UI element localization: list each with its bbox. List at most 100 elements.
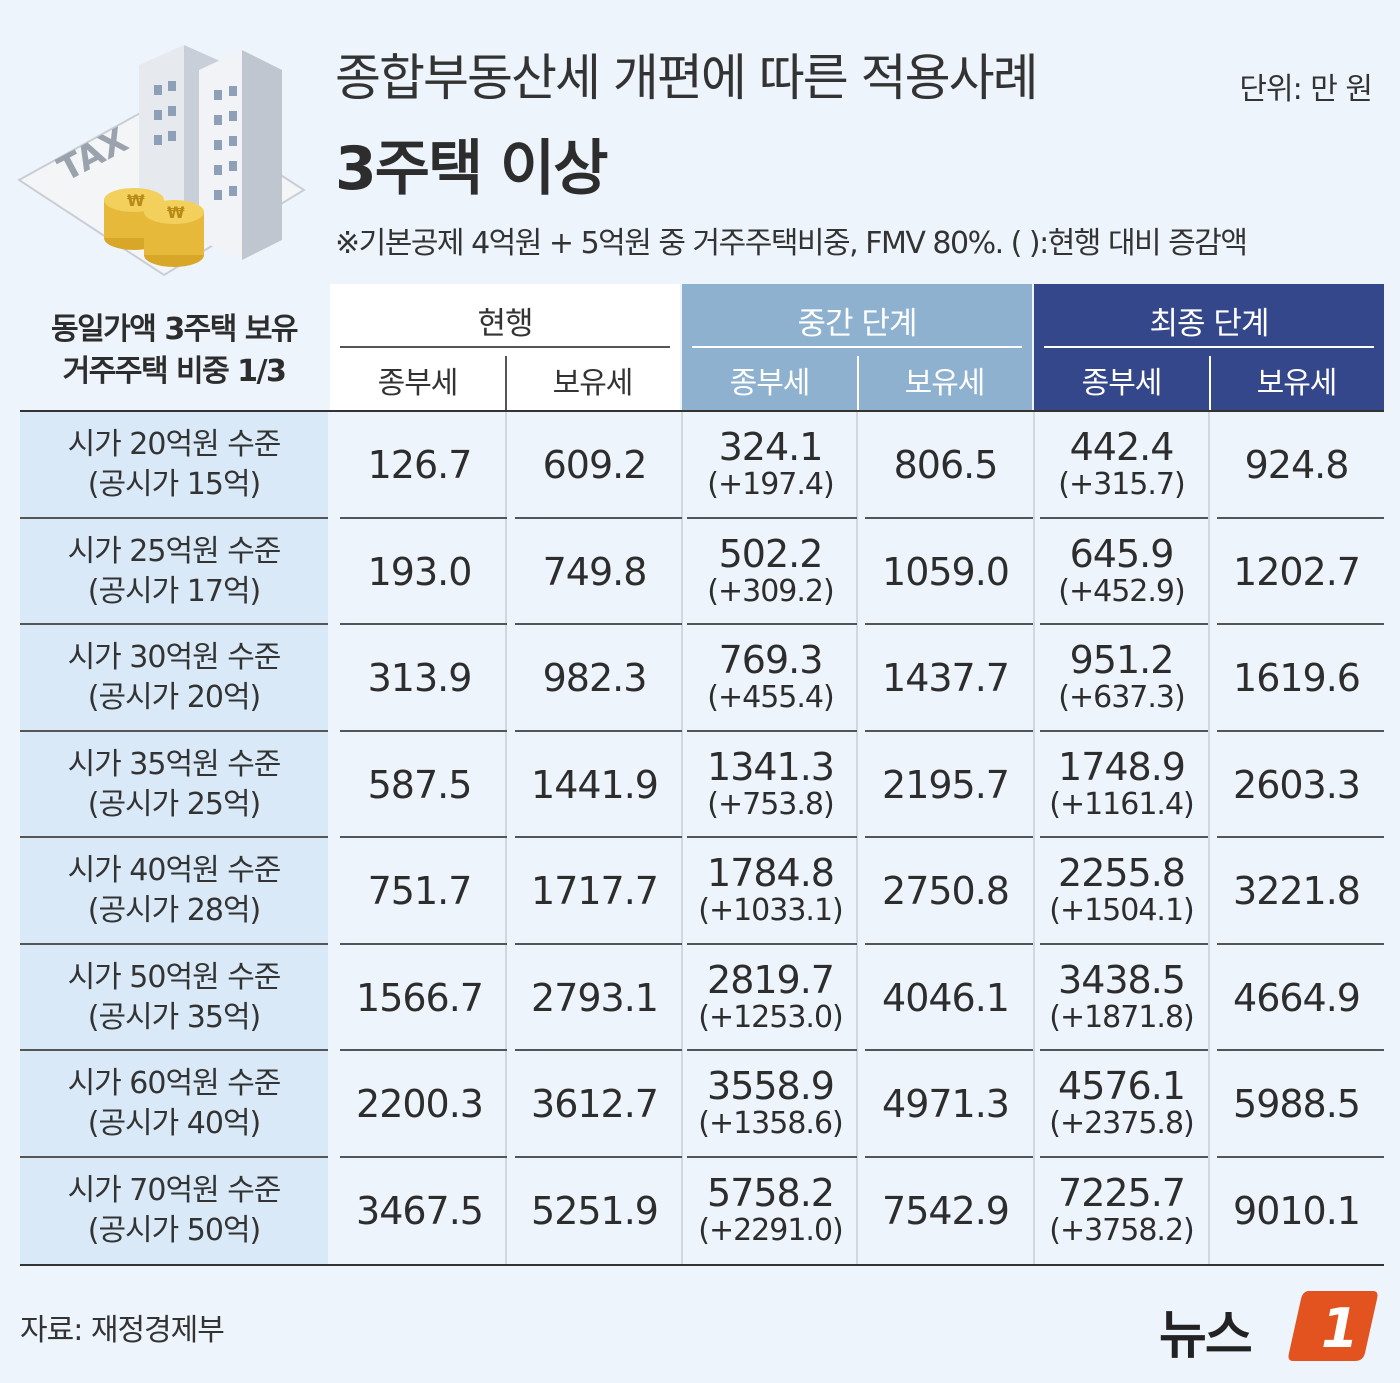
cell-value: 1437.7 bbox=[882, 656, 1010, 701]
cell-value: 2750.8 bbox=[882, 869, 1010, 914]
column-divider bbox=[681, 412, 683, 1264]
row-divider bbox=[687, 623, 857, 625]
row-label-official-price: (공시가 20억) bbox=[87, 680, 262, 716]
row-divider bbox=[1217, 836, 1384, 838]
cell-delta: (+1504.1) bbox=[1049, 893, 1195, 929]
row-divider bbox=[1217, 1155, 1384, 1158]
cell-value: 3612.7 bbox=[531, 1082, 659, 1127]
cell-value: 1202.7 bbox=[1233, 549, 1361, 594]
table-row: 시가 25억원 수준 (공시가 17억) 193.0 749.8 502.2 (+309.… bbox=[20, 518, 1384, 626]
row-divider bbox=[687, 729, 857, 732]
cell-final-boyu: 4664.9 bbox=[1209, 945, 1384, 1052]
page-title: 종합부동산세 개편에 따른 적용사례 bbox=[335, 49, 1039, 107]
cell-final-boyu: 5988.5 bbox=[1209, 1051, 1384, 1158]
row-divider bbox=[20, 1155, 328, 1158]
cell-value: 502.2 bbox=[718, 531, 824, 576]
cell-delta: (+1161.4) bbox=[1049, 786, 1195, 822]
cell-value: 5251.9 bbox=[531, 1188, 659, 1233]
cell-delta: (+1033.1) bbox=[698, 893, 844, 929]
group-divider bbox=[692, 346, 1022, 348]
page-subtitle: 3주택 이상 bbox=[335, 134, 608, 204]
cell-value: 2195.7 bbox=[882, 762, 1010, 807]
row-divider bbox=[865, 729, 1033, 732]
cell-final-jongbu: 645.9 (+452.9) bbox=[1034, 519, 1209, 626]
note-text: ※기본공제 4억원 + 5억원 중 거주주택비중, FMV 80%. ( ):현… bbox=[335, 226, 1248, 261]
row-divider bbox=[1040, 1049, 1208, 1051]
row-divider bbox=[20, 942, 328, 945]
table-top-rule bbox=[20, 410, 1384, 412]
cell-current-jongbu: 313.9 bbox=[332, 625, 507, 732]
cell-value: 3221.8 bbox=[1233, 869, 1361, 914]
cell-value: 1784.8 bbox=[707, 851, 835, 896]
row-divider bbox=[20, 1049, 328, 1051]
row-divider bbox=[865, 1049, 1033, 1051]
corner-header: 동일가액 3주택 보유 거주주택 비중 1/3 bbox=[20, 292, 328, 410]
row-label-price: 시가 40억원 수준 bbox=[67, 853, 282, 889]
table-row: 시가 30억원 수준 (공시가 20억) 313.9 982.3 769.3 (+455.… bbox=[20, 625, 1384, 732]
row-divider bbox=[20, 729, 328, 732]
cell-current-boyu: 5251.9 bbox=[507, 1158, 682, 1265]
coin-stack-icon: ₩ ₩ bbox=[104, 188, 204, 267]
cell-current-jongbu: 2200.3 bbox=[332, 1051, 507, 1158]
row-divider bbox=[20, 623, 328, 625]
row-divider bbox=[865, 836, 1033, 838]
row-divider bbox=[865, 516, 1033, 519]
cell-mid-jongbu: 3558.9 (+1358.6) bbox=[683, 1051, 858, 1158]
row-divider bbox=[1217, 942, 1384, 945]
table-row: 시가 70억원 수준 (공시가 50억) 3467.5 5251.9 5758.2 (+2… bbox=[20, 1157, 1384, 1265]
row-divider bbox=[687, 942, 857, 945]
cell-value: 951.2 bbox=[1069, 638, 1175, 683]
cell-final-boyu: 924.8 bbox=[1209, 412, 1384, 519]
cell-value: 609.2 bbox=[542, 443, 648, 488]
news1-logo: 뉴스 1 bbox=[1159, 1285, 1384, 1366]
cell-final-jongbu: 442.4 (+315.7) bbox=[1034, 412, 1209, 519]
cell-mid-jongbu: 1341.3 (+753.8) bbox=[683, 732, 858, 839]
col-header-boyu-current: 보유세 bbox=[552, 366, 634, 401]
row-label: 시가 30억원 수준 (공시가 20억) bbox=[20, 625, 328, 732]
cell-delta: (+2375.8) bbox=[1049, 1106, 1195, 1142]
cell-value: 1717.7 bbox=[531, 869, 659, 914]
cell-final-jongbu: 4576.1 (+2375.8) bbox=[1034, 1051, 1209, 1158]
row-label: 시가 40억원 수준 (공시가 28억) bbox=[20, 838, 328, 945]
column-divider bbox=[856, 412, 858, 1264]
column-divider bbox=[1208, 412, 1210, 1264]
row-divider bbox=[515, 1155, 682, 1158]
cell-value: 982.3 bbox=[542, 656, 648, 701]
cell-mid-jongbu: 502.2 (+309.2) bbox=[683, 519, 858, 626]
cell-mid-boyu: 4971.3 bbox=[858, 1051, 1033, 1158]
cell-delta: (+2291.0) bbox=[698, 1212, 844, 1248]
cell-value: 749.8 bbox=[542, 549, 648, 594]
cell-mid-jongbu: 1784.8 (+1033.1) bbox=[683, 838, 858, 945]
cell-value: 324.1 bbox=[718, 425, 824, 470]
cell-delta: (+315.7) bbox=[1058, 467, 1185, 503]
cell-final-jongbu: 951.2 (+637.3) bbox=[1034, 625, 1209, 732]
row-label: 시가 60억원 수준 (공시가 40억) bbox=[20, 1051, 328, 1158]
row-label-price: 시가 60억원 수준 bbox=[67, 1066, 282, 1102]
row-divider bbox=[1040, 836, 1208, 838]
row-divider bbox=[340, 942, 507, 945]
cell-value: 2200.3 bbox=[356, 1082, 484, 1127]
row-divider bbox=[1217, 516, 1384, 519]
col-separator bbox=[505, 356, 507, 412]
row-label-price: 시가 25억원 수준 bbox=[67, 533, 282, 569]
unit-label: 단위: 만 원 bbox=[1239, 72, 1373, 107]
row-label-price: 시가 30억원 수준 bbox=[67, 640, 282, 676]
row-divider bbox=[1217, 623, 1384, 625]
cell-value: 1566.7 bbox=[356, 975, 484, 1020]
col-separator bbox=[1209, 356, 1211, 412]
cell-value: 4576.1 bbox=[1058, 1064, 1186, 1109]
corner-line-2: 거주주택 비중 1/3 bbox=[62, 354, 287, 389]
row-label-official-price: (공시가 35억) bbox=[87, 999, 262, 1035]
row-divider bbox=[687, 516, 857, 519]
cell-delta: (+637.3) bbox=[1058, 680, 1185, 716]
column-divider bbox=[1033, 412, 1035, 1264]
row-label: 시가 25억원 수준 (공시가 17억) bbox=[20, 518, 328, 625]
row-divider bbox=[1040, 623, 1208, 625]
cell-current-boyu: 1441.9 bbox=[507, 732, 682, 839]
row-label-official-price: (공시가 40억) bbox=[87, 1106, 262, 1142]
row-label: 시가 35억원 수준 (공시가 25억) bbox=[20, 731, 328, 838]
cell-mid-boyu: 4046.1 bbox=[858, 945, 1033, 1052]
row-divider bbox=[340, 729, 507, 732]
row-label-official-price: (공시가 15억) bbox=[87, 467, 262, 503]
row-divider bbox=[340, 516, 507, 519]
